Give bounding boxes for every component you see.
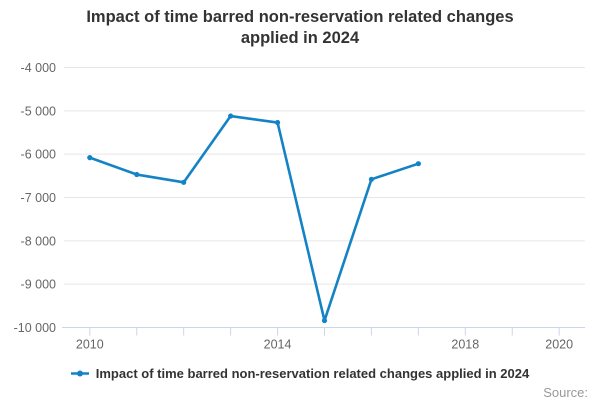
data-point[interactable] [321,317,328,324]
data-point[interactable] [181,179,187,185]
x-tick-label: 2018 [451,338,479,352]
source-credit: Source: [543,385,588,400]
data-point[interactable] [87,155,93,161]
data-line [88,114,420,322]
chart-title: Impact of time barred non-reservation re… [86,8,514,47]
data-point[interactable] [415,161,421,167]
data-point[interactable] [368,176,375,182]
x-tick-label: 2020 [545,338,573,352]
line-chart-plot-area: -4 000 -5 000 -6 000 -7 000 -8 000 -9 000 -10 … [14,61,585,352]
legend-label: Impact of time barred non-reservation re… [95,366,530,381]
y-tick-label: -5 000 [21,104,56,118]
data-point[interactable] [274,119,281,126]
y-tick-label: -6 000 [21,148,56,162]
y-tick-label: -7 000 [21,191,56,205]
x-tick-label: 2010 [76,338,104,352]
legend-item[interactable]: Impact of time barred non-reservation re… [0,366,600,381]
y-tick-label: -9 000 [21,278,56,292]
data-point[interactable] [134,171,140,178]
y-tick-label: -10 000 [14,321,56,335]
data-point[interactable] [228,113,234,119]
y-tick-label: -8 000 [21,234,56,248]
x-tick-label: 2014 [264,338,292,352]
legend-line-marker-icon [70,369,89,378]
y-tick-label: -4 000 [21,61,56,75]
